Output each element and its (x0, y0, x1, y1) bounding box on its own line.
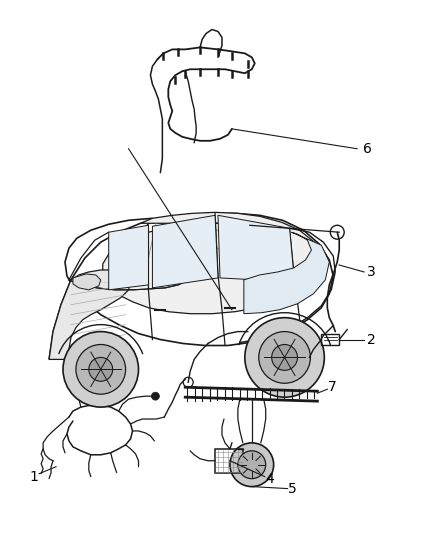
Circle shape (63, 332, 138, 407)
Bar (321, 334, 339, 345)
Circle shape (230, 443, 274, 487)
Text: 7: 7 (328, 380, 337, 394)
Polygon shape (244, 232, 329, 314)
Polygon shape (152, 215, 218, 288)
Text: 3: 3 (367, 265, 375, 279)
Text: 1: 1 (30, 470, 39, 483)
Circle shape (245, 318, 324, 397)
Polygon shape (49, 270, 131, 359)
Circle shape (152, 392, 159, 400)
Polygon shape (49, 213, 333, 359)
Text: 5: 5 (288, 482, 297, 496)
Circle shape (89, 358, 113, 381)
Text: 4: 4 (265, 472, 274, 486)
Circle shape (238, 451, 266, 479)
Bar (215, 449, 243, 473)
Polygon shape (109, 225, 148, 290)
Circle shape (76, 344, 126, 394)
Text: 2: 2 (367, 333, 375, 346)
Polygon shape (73, 274, 101, 290)
Circle shape (272, 344, 297, 370)
Circle shape (259, 332, 311, 383)
Text: 6: 6 (363, 142, 371, 156)
Polygon shape (103, 212, 321, 314)
Polygon shape (218, 215, 294, 282)
